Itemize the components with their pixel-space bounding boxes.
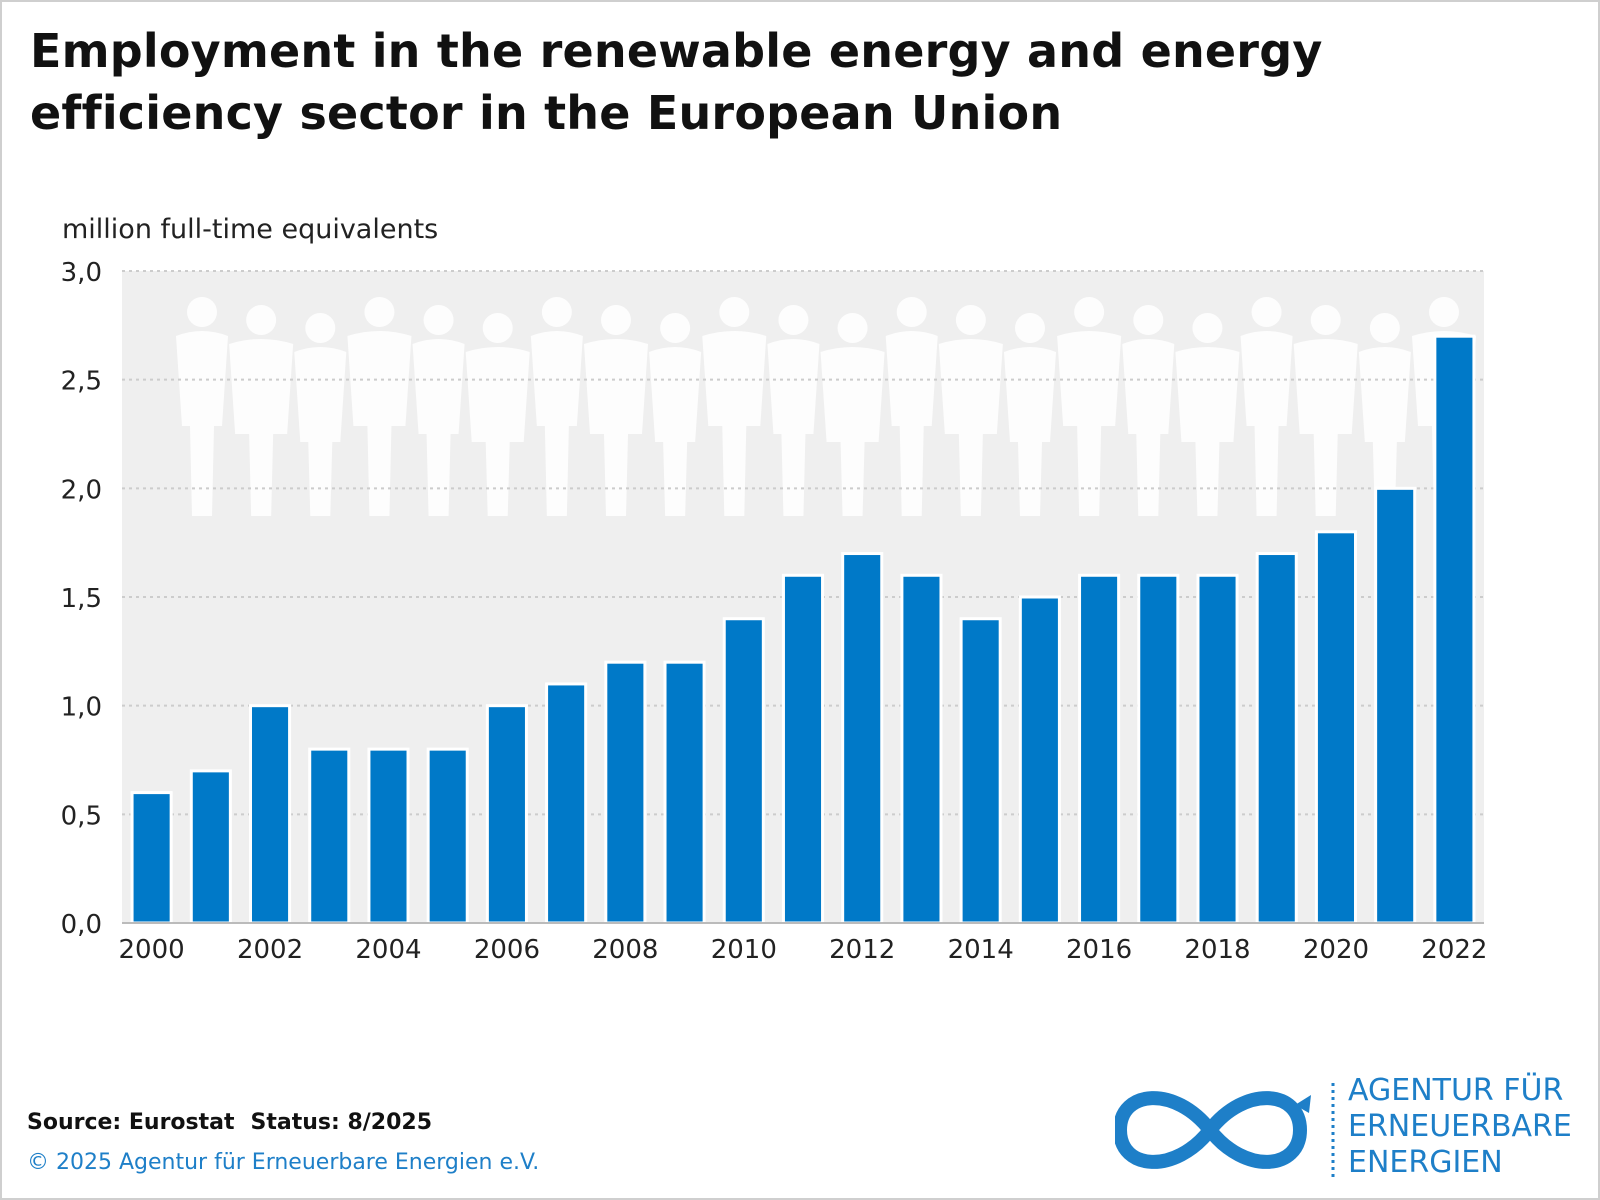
copyright-text: © 2025 Agentur für Erneuerbare Energien …	[27, 1150, 540, 1175]
bar-2009	[663, 660, 706, 925]
bar-2016	[1078, 573, 1121, 925]
y-tick-label: 2,0	[61, 475, 102, 505]
bar-2018	[1196, 573, 1239, 925]
bar-2020	[1314, 530, 1357, 925]
x-tick-label: 2012	[829, 935, 895, 965]
y-tick-label: 3,0	[61, 258, 102, 288]
x-tick-label: 2010	[711, 935, 777, 965]
x-tick-label: 2004	[355, 935, 421, 965]
bar-2003	[308, 747, 351, 925]
bar-2006	[485, 704, 528, 925]
bar-2007	[545, 682, 588, 925]
bar-2002	[249, 704, 292, 925]
bar-2013	[900, 573, 943, 925]
x-tick-label: 2022	[1421, 935, 1487, 965]
logo-wordmark: AGENTUR FÜR ERNEUERBARE ENERGIEN	[1348, 1073, 1572, 1181]
x-tick-label: 2002	[237, 935, 303, 965]
x-tick-label: 2020	[1303, 935, 1369, 965]
x-tick-label: 2008	[592, 935, 658, 965]
bar-chart: 0,0 0,5 1,0 1,5 2,0 2,5 3,0 2000 2002 2004 2006 200…	[61, 258, 1488, 965]
infinity-logo-icon	[1115, 1083, 1335, 1179]
source-note: Source: Eurostat Status: 8/2025	[27, 1110, 448, 1135]
bar-2019	[1255, 552, 1298, 925]
source-text: Source: Eurostat	[27, 1110, 235, 1135]
bar-2017	[1137, 573, 1180, 925]
logo-line-2: ERNEUERBARE	[1348, 1109, 1572, 1144]
bar-2005	[426, 747, 469, 925]
y-tick-label: 0,5	[61, 801, 102, 831]
bar-2015	[1018, 595, 1061, 925]
x-tick-label: 2018	[1184, 935, 1250, 965]
people-silhouettes-icon	[176, 297, 1476, 516]
status-text: Status: 8/2025	[250, 1110, 433, 1135]
bar-2001	[189, 769, 232, 925]
y-tick-label: 0,0	[61, 910, 102, 940]
y-axis-label: million full-time equivalents	[62, 214, 439, 245]
x-tick-label: 2006	[474, 935, 540, 965]
y-tick-label: 1,0	[61, 693, 102, 723]
y-tick-label: 1,5	[61, 584, 102, 614]
x-tick-label: 2000	[119, 935, 185, 965]
bar-2004	[367, 747, 410, 925]
bar-2012	[841, 552, 884, 925]
bar-2010	[722, 617, 765, 925]
bar-2008	[604, 660, 647, 925]
x-tick-label: 2016	[1066, 935, 1132, 965]
logo-line-1: AGENTUR FÜR	[1348, 1073, 1564, 1108]
bar-2022	[1433, 334, 1476, 925]
bar-2021	[1374, 486, 1417, 925]
chart-title: Employment in the renewable energy and e…	[30, 24, 1323, 140]
bar-2011	[781, 573, 825, 925]
bar-2014	[959, 617, 1002, 925]
bar-2000	[130, 791, 173, 925]
y-tick-label: 2,5	[61, 367, 102, 397]
logo-line-3: ENERGIEN	[1348, 1145, 1503, 1180]
x-tick-label: 2014	[948, 935, 1014, 965]
